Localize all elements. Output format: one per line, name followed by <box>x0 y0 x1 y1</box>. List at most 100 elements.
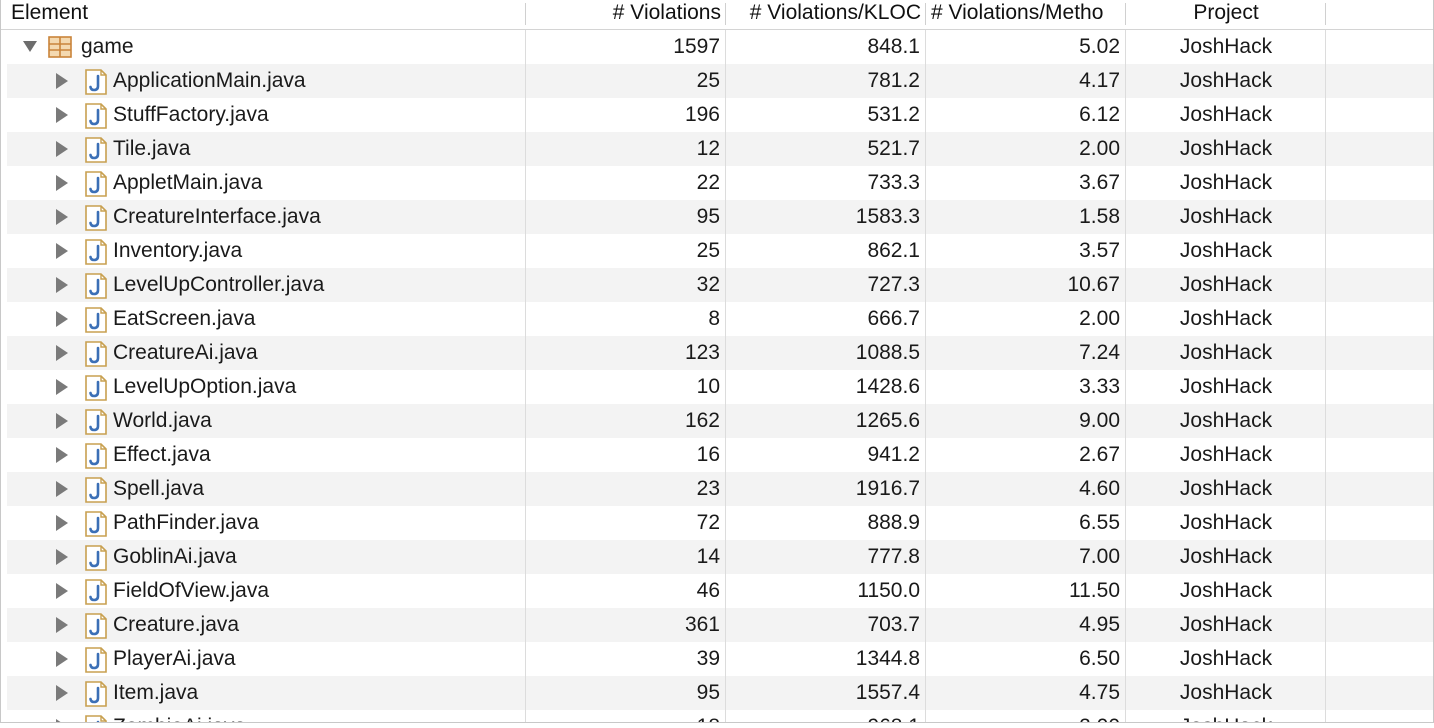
row-stripe <box>7 608 1433 642</box>
java-file-icon <box>85 545 107 571</box>
expand-arrow-icon[interactable] <box>56 175 68 191</box>
tree-row[interactable]: ZombieAi.java 18 968.1 2.00 JoshHack <box>1 710 1433 722</box>
tree-row[interactable]: World.java 162 1265.6 9.00 JoshHack <box>1 404 1433 438</box>
expand-arrow-icon[interactable] <box>56 311 68 327</box>
project-cell: JoshHack <box>1179 341 1273 364</box>
tree-row[interactable]: Spell.java 23 1916.7 4.60 JoshHack <box>1 472 1433 506</box>
tree-row[interactable]: PlayerAi.java 39 1344.8 6.50 JoshHack <box>1 642 1433 676</box>
expand-arrow-icon[interactable] <box>56 651 68 667</box>
expand-arrow-icon[interactable] <box>56 243 68 259</box>
tree-row[interactable]: LevelUpOption.java 10 1428.6 3.33 JoshHack <box>1 370 1433 404</box>
violations-per-method-cell: 3.33 <box>1079 375 1120 398</box>
tree-row[interactable]: CreatureInterface.java 95 1583.3 1.58 JoshHa… <box>1 200 1433 234</box>
expand-arrow-icon[interactable] <box>56 277 68 293</box>
tree-row[interactable]: LevelUpController.java 32 727.3 10.67 JoshHa… <box>1 268 1433 302</box>
violations-per-kloc-cell: 1150.0 <box>857 579 920 602</box>
violations-per-kloc-cell: 1088.5 <box>855 341 920 364</box>
violations-per-kloc-cell: 1916.7 <box>855 477 920 500</box>
expand-arrow-icon[interactable] <box>56 719 68 722</box>
expand-arrow-icon[interactable] <box>56 685 68 701</box>
expand-arrow-icon[interactable] <box>56 345 68 361</box>
column-gridline <box>925 30 926 722</box>
expand-arrow-icon[interactable] <box>56 209 68 225</box>
violations-per-kloc-cell: 521.7 <box>867 137 920 160</box>
column-divider[interactable] <box>1325 3 1326 25</box>
violations-per-method-cell: 3.67 <box>1079 171 1120 194</box>
column-divider[interactable] <box>1125 3 1126 25</box>
tree-row[interactable]: Effect.java 16 941.2 2.67 JoshHack <box>1 438 1433 472</box>
violations-cell: 16 <box>696 443 720 466</box>
tree-row[interactable]: EatScreen.java 8 666.7 2.00 JoshHack <box>1 302 1433 336</box>
java-file-icon <box>85 239 107 265</box>
java-file-icon <box>85 205 107 231</box>
expand-arrow-icon[interactable] <box>56 549 68 565</box>
java-file-icon <box>85 477 107 503</box>
violations-per-method-cell: 4.60 <box>1079 477 1120 500</box>
violations-per-kloc-cell: 968.1 <box>727 710 920 722</box>
violations-per-kloc-cell: 703.7 <box>867 613 920 636</box>
violations-cell: 95 <box>696 681 720 704</box>
table-header: Element # Violations # Violations/KLOC #… <box>1 0 1433 30</box>
project-cell: JoshHack <box>1179 443 1273 466</box>
column-header-violations[interactable]: # Violations <box>612 1 721 24</box>
expand-arrow-icon[interactable] <box>56 413 68 429</box>
project-cell: JoshHack <box>1179 171 1273 194</box>
column-header-violations-per-method[interactable]: # Violations/Metho <box>931 1 1104 24</box>
tree-row[interactable]: GoblinAi.java 14 777.8 7.00 JoshHack <box>1 540 1433 574</box>
tree-row-root[interactable]: game 1597 848.1 5.02 JoshHack <box>1 30 1433 64</box>
expand-arrow-icon[interactable] <box>56 481 68 497</box>
tree-item-label: Effect.java <box>113 443 211 466</box>
tree-row[interactable]: FieldOfView.java 46 1150.0 11.50 JoshHack <box>1 574 1433 608</box>
violations-cell: 32 <box>696 273 720 296</box>
expand-arrow-icon[interactable] <box>56 617 68 633</box>
tree-row[interactable]: Item.java 95 1557.4 4.75 JoshHack <box>1 676 1433 710</box>
tree-row[interactable]: Inventory.java 25 862.1 3.57 JoshHack <box>1 234 1433 268</box>
tree-item-label: Tile.java <box>113 137 191 160</box>
tree-item-label: LevelUpOption.java <box>113 375 297 398</box>
column-gridline <box>1325 30 1326 722</box>
project-cell: JoshHack <box>1179 35 1273 58</box>
java-file-icon <box>85 511 107 537</box>
tree-row[interactable]: CreatureAi.java 123 1088.5 7.24 JoshHack <box>1 336 1433 370</box>
tree-item-label: ZombieAi.java <box>113 710 246 722</box>
expand-arrow-icon[interactable] <box>56 515 68 531</box>
tree-row[interactable]: ApplicationMain.java 25 781.2 4.17 JoshHack <box>1 64 1433 98</box>
violations-per-method-cell: 7.00 <box>1079 545 1120 568</box>
tree-item-label: StuffFactory.java <box>113 103 269 126</box>
column-divider[interactable] <box>925 3 926 25</box>
row-stripe <box>7 404 1433 438</box>
tree-row[interactable]: AppletMain.java 22 733.3 3.67 JoshHack <box>1 166 1433 200</box>
expand-arrow-icon[interactable] <box>56 379 68 395</box>
column-header-violations-per-kloc[interactable]: # Violations/KLOC <box>749 1 921 24</box>
java-file-icon <box>85 103 107 129</box>
tree-item-label: game <box>81 35 134 58</box>
java-file-icon <box>85 715 107 722</box>
violations-per-kloc-cell: 1428.6 <box>855 375 920 398</box>
project-cell: JoshHack <box>1179 137 1273 160</box>
tree-row[interactable]: Tile.java 12 521.7 2.00 JoshHack <box>1 132 1433 166</box>
expand-arrow-icon[interactable] <box>23 41 37 52</box>
violations-per-method-cell: 6.55 <box>1079 511 1120 534</box>
tree-row[interactable]: PathFinder.java 72 888.9 6.55 JoshHack <box>1 506 1433 540</box>
expand-arrow-icon[interactable] <box>56 73 68 89</box>
column-divider[interactable] <box>725 3 726 25</box>
project-cell: JoshHack <box>1179 307 1273 330</box>
column-divider[interactable] <box>525 3 526 25</box>
tree-row[interactable]: StuffFactory.java 196 531.2 6.12 JoshHack <box>1 98 1433 132</box>
expand-arrow-icon[interactable] <box>56 583 68 599</box>
tree-item-label: EatScreen.java <box>113 307 256 330</box>
violations-cell: 12 <box>696 137 720 160</box>
column-header-project[interactable]: Project <box>1193 1 1259 24</box>
tree-row[interactable]: Creature.java 361 703.7 4.95 JoshHack <box>1 608 1433 642</box>
column-header-element[interactable]: Element <box>11 1 89 24</box>
expand-arrow-icon[interactable] <box>56 141 68 157</box>
violations-per-method-cell: 2.00 <box>1079 307 1120 330</box>
expand-arrow-icon[interactable] <box>56 107 68 123</box>
violations-cell: 361 <box>684 613 720 636</box>
violations-per-kloc-cell: 781.2 <box>867 69 920 92</box>
violations-per-method-cell: 1.58 <box>1079 205 1120 228</box>
violations-per-kloc-cell: 733.3 <box>867 171 920 194</box>
java-file-icon <box>85 69 107 95</box>
expand-arrow-icon[interactable] <box>56 447 68 463</box>
violations-per-kloc-cell: 1583.3 <box>855 205 920 228</box>
